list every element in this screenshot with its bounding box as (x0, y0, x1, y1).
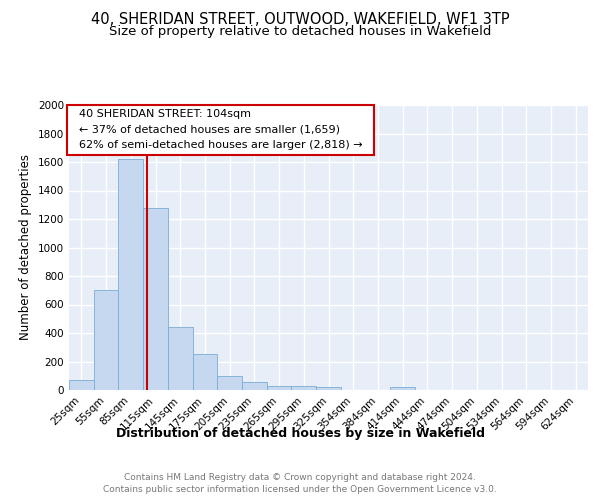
Text: 40 SHERIDAN STREET: 104sqm  
  ← 37% of detached houses are smaller (1,659)  
  : 40 SHERIDAN STREET: 104sqm ← 37% of deta… (71, 110, 369, 150)
Bar (118, 159, 143, 390)
Bar (69, 380, 94, 390)
Bar (168, 328, 193, 390)
Bar (267, 386, 292, 390)
Bar (292, 386, 316, 390)
Y-axis label: Number of detached properties: Number of detached properties (19, 154, 32, 340)
Bar (316, 388, 341, 390)
Text: 40, SHERIDAN STREET, OUTWOOD, WAKEFIELD, WF1 3TP: 40, SHERIDAN STREET, OUTWOOD, WAKEFIELD,… (91, 12, 509, 28)
Text: Size of property relative to detached houses in Wakefield: Size of property relative to detached ho… (109, 25, 491, 38)
Bar (94, 290, 118, 390)
Bar (193, 354, 217, 390)
Text: Distribution of detached houses by size in Wakefield: Distribution of detached houses by size … (115, 428, 485, 440)
Bar (217, 376, 242, 390)
Bar (390, 388, 415, 390)
Bar (242, 382, 267, 390)
Bar (143, 208, 168, 390)
Text: Contains HM Land Registry data © Crown copyright and database right 2024.
Contai: Contains HM Land Registry data © Crown c… (103, 472, 497, 494)
